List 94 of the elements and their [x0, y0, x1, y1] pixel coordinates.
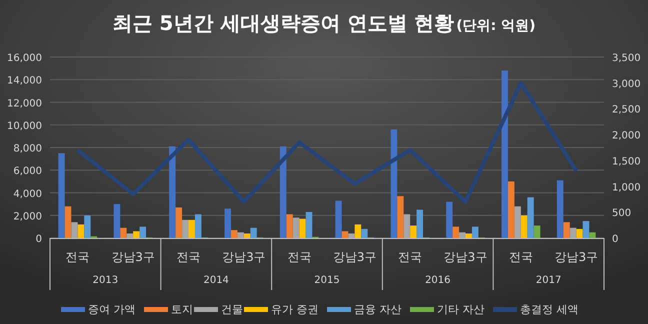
bar — [508, 181, 514, 238]
text: 2016 — [425, 275, 451, 286]
bar — [286, 214, 293, 238]
y2-tick-label: 3,500 — [612, 53, 641, 64]
legend-label: 총결정 세액 — [520, 303, 578, 316]
x-tick-label: 전국 — [176, 250, 200, 264]
bar — [169, 146, 176, 238]
y-tick-label: 12,000 — [7, 98, 42, 110]
x-tick-label: 강남3구 — [222, 250, 266, 264]
bar — [520, 215, 528, 238]
y2-tick-label: 3,000 — [612, 78, 641, 90]
y-tick-label: 16,000 — [7, 53, 42, 64]
bar — [182, 220, 188, 238]
bar — [534, 226, 540, 238]
bar — [176, 207, 182, 238]
bar — [576, 228, 583, 238]
legend-label: 토지 — [171, 303, 193, 316]
chart-subtitle: (단위: 억원) — [456, 18, 536, 34]
x-tick-label: 전국 — [398, 250, 422, 264]
bar — [335, 200, 342, 238]
y-tick-label: 0 — [36, 234, 42, 245]
text: 2014 — [203, 275, 229, 286]
legend-label: 금융 자산 — [354, 303, 402, 316]
bar — [570, 228, 576, 238]
y2-tick-label: 1,000 — [612, 182, 641, 194]
x-tick-label: 강남3구 — [332, 250, 377, 264]
text: 2017 — [536, 275, 562, 286]
y-tick-label: 6,000 — [13, 166, 42, 178]
bar — [244, 233, 250, 238]
bar — [250, 228, 257, 238]
bar — [397, 196, 404, 238]
bar — [527, 197, 534, 238]
legend-label: 기타 자산 — [437, 303, 484, 316]
bar — [194, 214, 202, 238]
bar — [361, 228, 368, 238]
bar — [188, 220, 195, 238]
y-tick-label: 2,000 — [13, 211, 42, 222]
text: 2015 — [314, 275, 340, 286]
bar — [589, 232, 596, 238]
bar — [133, 231, 140, 238]
y-tick-label: 14,000 — [7, 76, 42, 87]
bar — [306, 212, 312, 238]
bar — [354, 224, 362, 238]
bar — [71, 222, 78, 238]
bar — [64, 206, 72, 238]
bar — [58, 153, 65, 238]
bar — [466, 233, 472, 238]
bar — [514, 206, 521, 238]
x-tick-label: 전국 — [287, 250, 312, 264]
bar — [299, 218, 306, 238]
bar — [410, 226, 417, 238]
bar — [404, 214, 410, 238]
bar — [114, 204, 120, 238]
bar — [342, 231, 348, 238]
y-tick-label: 10,000 — [7, 120, 42, 132]
bar — [84, 215, 91, 238]
y2-tick-label: 1,500 — [612, 156, 641, 168]
bar — [502, 70, 508, 238]
bar — [452, 226, 460, 238]
bar — [416, 210, 424, 238]
bar — [446, 202, 453, 238]
bar — [280, 146, 286, 238]
y-tick-label: 8,000 — [13, 144, 42, 154]
y2-tick-label: 2,000 — [612, 130, 641, 142]
y2-tick-label: 0 — [612, 234, 618, 245]
bar — [126, 233, 134, 238]
x-tick-label: 강남3구 — [444, 250, 488, 264]
bar — [120, 228, 127, 238]
x-tick-label: 강남3구 — [554, 250, 598, 264]
y2-tick-label: 2,500 — [612, 104, 641, 116]
bar — [582, 221, 590, 238]
bar — [292, 218, 300, 238]
x-tick-label: 강남3구 — [111, 250, 155, 264]
x-tick-label: 전국 — [508, 250, 533, 264]
bar — [563, 222, 570, 238]
bar — [230, 230, 238, 238]
legend-label: 증여 가액 — [88, 303, 136, 316]
y2-tick-label: 500 — [612, 208, 632, 220]
x-tick-label: 전국 — [66, 250, 90, 264]
bar — [556, 180, 564, 238]
y-tick-label: 4,000 — [13, 188, 42, 200]
legend-label: 유가 증권 — [271, 303, 318, 316]
legend-label: 건물 — [221, 303, 243, 316]
bar — [390, 129, 398, 238]
bar — [140, 226, 146, 238]
bar — [78, 224, 84, 238]
bar — [237, 232, 244, 238]
text: 2013 — [92, 275, 118, 286]
bar — [459, 232, 466, 238]
bar — [224, 208, 231, 238]
line-series — [76, 80, 578, 204]
chart-title: 최근 5년간 세대생략증여 연도별 현황 — [112, 11, 454, 35]
bar — [472, 226, 478, 238]
bar — [348, 233, 355, 238]
